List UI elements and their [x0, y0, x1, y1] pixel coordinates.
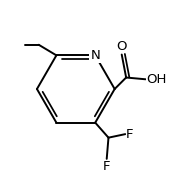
Text: N: N: [90, 49, 100, 62]
Text: O: O: [116, 40, 127, 53]
Text: F: F: [126, 128, 134, 141]
Text: OH: OH: [146, 73, 167, 86]
Text: F: F: [103, 160, 110, 173]
